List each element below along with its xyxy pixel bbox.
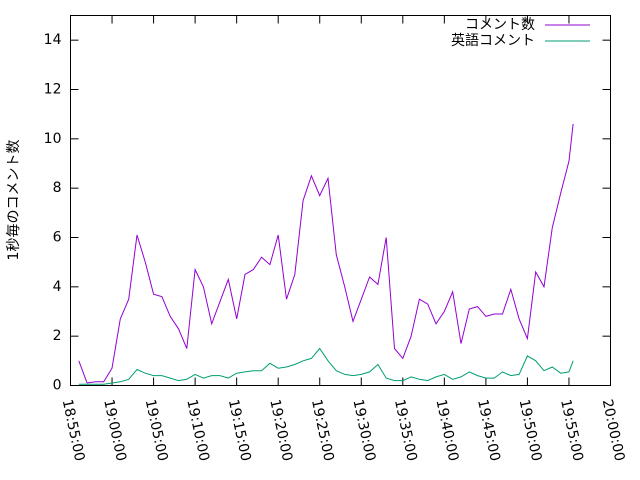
x-tick-label: 19:40:00 [433, 398, 462, 463]
y-tick-label: 10 [44, 131, 62, 147]
x-tick-label: 19:00:00 [100, 398, 129, 463]
y-tick-label: 14 [44, 32, 62, 48]
x-tick-label: 19:45:00 [474, 398, 503, 463]
x-tick-label: 19:05:00 [142, 398, 171, 463]
x-tick-label: 19:55:00 [557, 398, 586, 463]
x-tick-label: 19:20:00 [266, 398, 295, 463]
series-line [78, 123, 574, 384]
legend-label: 英語コメント [451, 32, 535, 49]
x-tick-label: 20:00:00 [599, 398, 628, 463]
y-tick-label: 2 [53, 328, 62, 344]
x-tick-label: 18:55:00 [59, 398, 88, 463]
x-tick-label: 19:10:00 [183, 398, 212, 463]
x-tick-label: 19:15:00 [225, 398, 254, 463]
x-tick-label: 19:30:00 [349, 398, 378, 463]
y-axis-label: 1秒毎のコメント数 [6, 140, 22, 261]
y-tick-label: 6 [53, 230, 62, 246]
y-tick-label: 4 [53, 279, 62, 295]
y-tick-label: 8 [53, 180, 62, 196]
legend-label: コメント数 [465, 17, 535, 33]
x-tick-label: 19:50:00 [516, 398, 545, 463]
y-tick-label: 0 [53, 378, 62, 394]
series-line [78, 347, 574, 385]
plot-frame [70, 15, 611, 386]
x-tick-label: 19:35:00 [391, 398, 420, 463]
y-tick-label: 12 [44, 82, 62, 98]
x-tick-label: 19:25:00 [308, 398, 337, 463]
